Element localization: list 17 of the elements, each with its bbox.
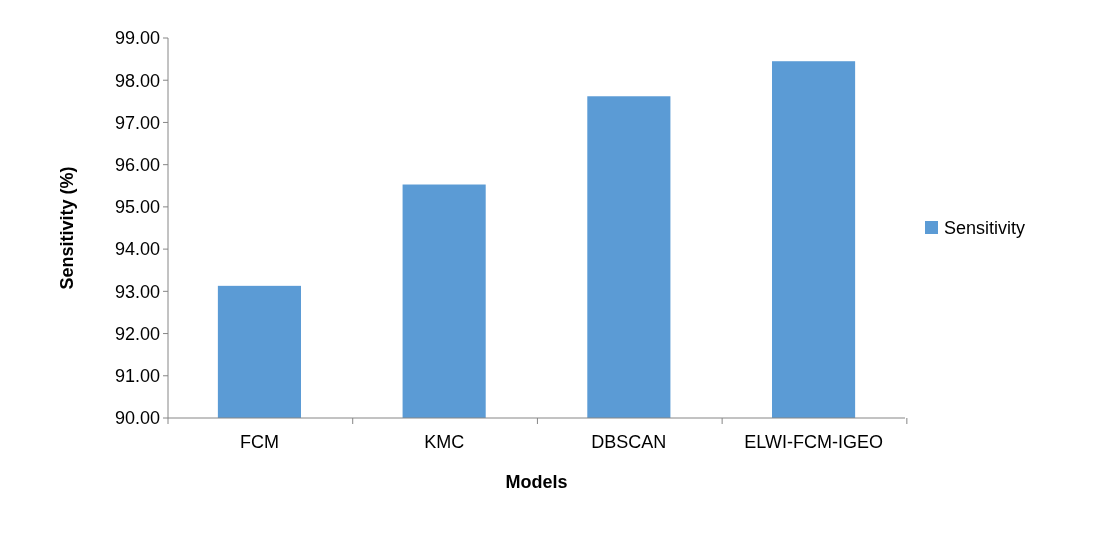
x-axis-title: Models xyxy=(505,472,568,492)
y-tick-label: 91.00 xyxy=(114,366,160,387)
y-tick-label: 97.00 xyxy=(114,112,160,133)
y-tick-label: 94.00 xyxy=(114,239,160,260)
x-tick-label: DBSCAN xyxy=(591,432,667,452)
y-tick-label: 90.00 xyxy=(114,408,160,429)
y-tick-label: 92.00 xyxy=(114,323,160,344)
y-tick-label: 98.00 xyxy=(114,70,160,91)
y-tick-label: 95.00 xyxy=(114,197,160,218)
x-tick-label: ELWI-FCM-IGEO xyxy=(744,432,883,452)
x-tick-label: KMC xyxy=(424,432,465,452)
legend-label: Sensitivity xyxy=(944,218,1026,239)
x-tick-label: FCM xyxy=(239,432,279,452)
y-axis-title: Sensitivity (%) xyxy=(57,166,77,290)
y-tick-label: 99.00 xyxy=(114,28,160,49)
y-tick-label: 93.00 xyxy=(114,281,160,302)
y-tick-label: 96.00 xyxy=(114,154,160,175)
